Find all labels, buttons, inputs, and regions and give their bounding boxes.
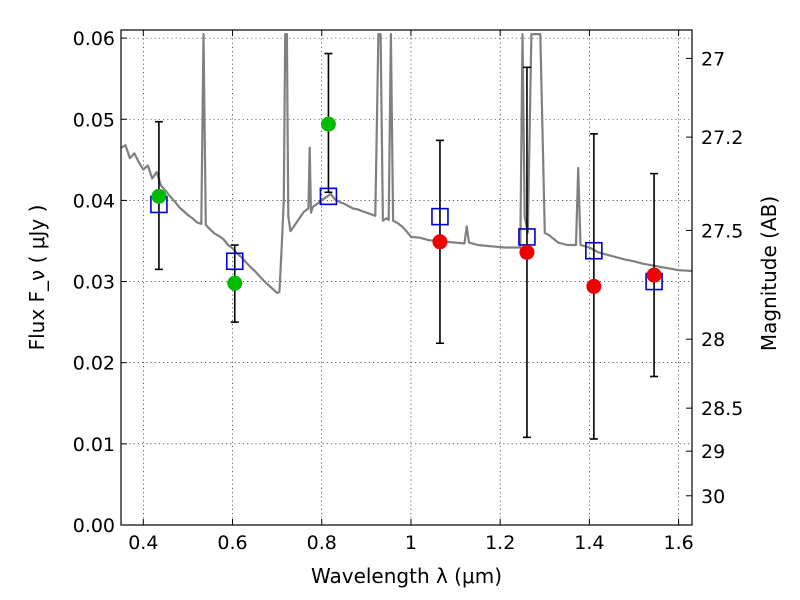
y2-tick-label: 27.5 — [701, 220, 743, 242]
model-square-marker — [431, 207, 449, 226]
y-tick-label: 0.02 — [73, 353, 115, 375]
x-axis-label: Wavelength λ (μm) — [311, 564, 502, 588]
model-square-marker — [319, 187, 338, 206]
photometry-point — [320, 116, 336, 132]
x-tick-label: 1.2 — [485, 532, 515, 554]
photometry-point — [227, 275, 243, 291]
spectrum-line — [121, 33, 692, 294]
axis-ticks: 0.4 0.6 0.8 1 1.2 1.4 1.6 0.00 0.01 0.02 0.03 0.04 0… — [73, 28, 744, 554]
model-square-marker — [225, 252, 244, 271]
y-tick-label: 0.04 — [73, 190, 115, 212]
grid — [121, 30, 692, 525]
x-tick-label: 0.8 — [307, 532, 337, 554]
y2-axis-label: Magnitude (AB) — [757, 196, 781, 351]
plot-frame — [120, 29, 693, 526]
model-square-marker — [585, 241, 603, 260]
x-tick-label: 1 — [405, 532, 417, 554]
photometry-point — [586, 278, 602, 294]
x-tick-label: 1.4 — [574, 532, 604, 554]
y-tick-label: 0.06 — [73, 28, 115, 50]
y2-tick-label: 29 — [701, 441, 725, 463]
y-axis-label: Flux F_ν ( μJy ) — [25, 205, 49, 351]
photometry-point — [151, 188, 167, 204]
y-tick-label: 0.05 — [73, 109, 115, 131]
y-tick-label: 0.03 — [73, 272, 115, 294]
x-tick-label: 0.4 — [128, 532, 158, 554]
x-tick-label: 1.6 — [664, 532, 694, 554]
data-series — [121, 33, 692, 440]
y2-tick-label: 27.2 — [701, 127, 743, 149]
photometry-point — [519, 244, 535, 260]
y2-tick-label: 30 — [701, 486, 725, 508]
photometry-point — [432, 234, 448, 250]
x-tick-label: 0.6 — [217, 532, 247, 554]
y2-tick-label: 28 — [701, 329, 725, 351]
photometry-point — [646, 267, 662, 283]
y-tick-label: 0.01 — [73, 434, 115, 456]
y-tick-label: 0.00 — [73, 515, 115, 537]
y2-tick-label: 27 — [701, 48, 725, 70]
y2-tick-label: 28.5 — [701, 398, 743, 420]
